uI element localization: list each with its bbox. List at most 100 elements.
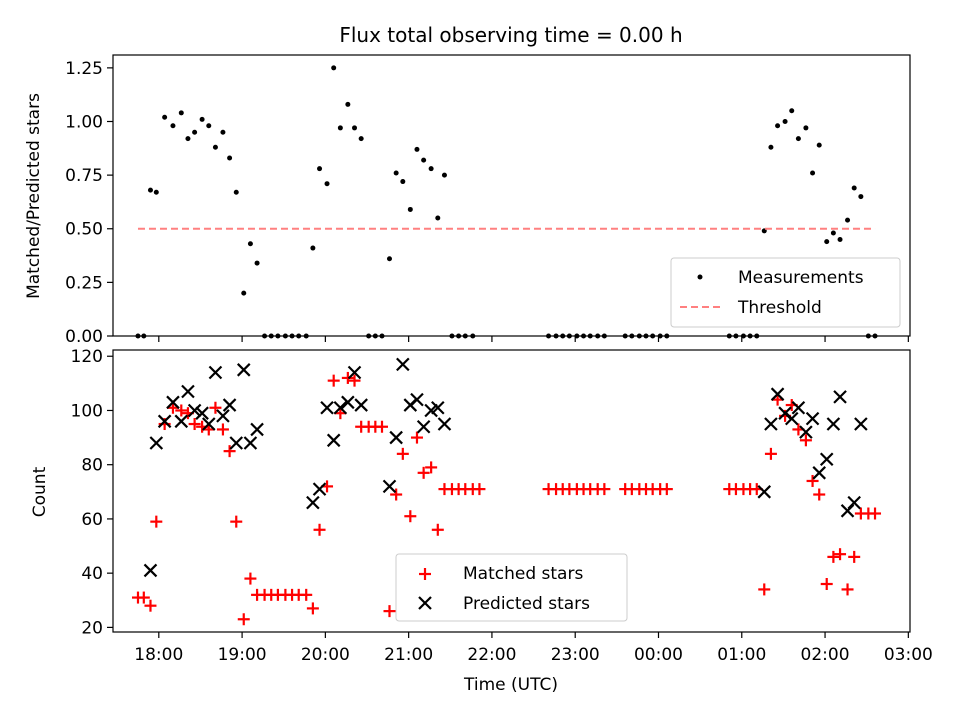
- matched-star-point: [417, 466, 430, 479]
- y-tick-label: 80: [81, 456, 103, 476]
- measurement-point: [768, 144, 774, 150]
- legend-threshold-label: Threshold: [737, 298, 822, 318]
- matched-star-point: [764, 447, 777, 460]
- predicted-star-point: [250, 422, 264, 437]
- matched-star-point: [313, 523, 326, 536]
- measurement-point: [775, 123, 781, 129]
- x-tick-label: 23:00: [551, 645, 600, 665]
- matched-star-point: [425, 461, 438, 474]
- measurement-point: [816, 142, 822, 148]
- predicted-star-point: [805, 411, 820, 426]
- bottom-marks: [131, 357, 882, 626]
- predicted-star-point: [333, 400, 348, 415]
- predicted-star-point: [854, 417, 868, 431]
- predicted-star-point: [410, 392, 424, 407]
- measurement-point: [810, 170, 816, 176]
- matched-star-point: [230, 515, 243, 528]
- measurement-point: [206, 123, 212, 129]
- x-tick-label: 18:00: [134, 645, 183, 665]
- top-x-ticks: [158, 336, 909, 342]
- matched-star-point: [175, 404, 188, 417]
- predicted-star-point: [341, 395, 355, 410]
- predicted-star-point: [236, 363, 251, 377]
- x-tick-label: 20:00: [301, 645, 350, 665]
- measurement-point: [441, 172, 447, 178]
- y-tick-label: 0.50: [65, 220, 103, 240]
- measurement-point: [386, 256, 392, 262]
- matched-star-point: [306, 602, 319, 615]
- top-legend-box: [670, 257, 901, 328]
- matched-star-point: [383, 605, 396, 618]
- matched-star-point: [598, 483, 611, 496]
- star-count-panel: 20 40 60 80 100 120 18:00 19:00 20:00 21:00 22:00…: [30, 347, 933, 695]
- measurement-point: [317, 166, 323, 172]
- top-marks: [135, 65, 878, 339]
- predicted-star-point: [181, 384, 195, 399]
- measurement-point: [147, 187, 153, 193]
- measurement-point: [845, 217, 851, 223]
- predicted-star-point: [847, 495, 861, 510]
- predicted-star-point: [799, 425, 813, 439]
- x-tick-label: 21:00: [384, 645, 433, 665]
- matched-star-point: [223, 445, 236, 458]
- chart-title: Flux total observing time = 0.00 h: [339, 23, 682, 47]
- legend-predicted-marker: [418, 596, 432, 610]
- predicted-star-point: [149, 436, 164, 450]
- matched-star-point: [820, 578, 833, 591]
- x-tick-label: 01:00: [717, 645, 766, 665]
- bottom-y-axis-label: Count: [30, 466, 50, 517]
- predicted-star-point: [229, 436, 244, 450]
- measurement-point: [414, 146, 420, 152]
- predicted-star-point: [764, 417, 778, 431]
- matched-star-point: [660, 483, 673, 496]
- predicted-star-point: [326, 433, 341, 448]
- measurement-point: [352, 125, 358, 131]
- predicted-star-point: [187, 403, 202, 418]
- predicted-star-point: [208, 365, 223, 380]
- x-tick-label: 19:00: [218, 645, 267, 665]
- top-y-ticks: 0.00 0.25 0.50 0.75 1.00 1.25: [65, 59, 113, 347]
- bottom-legend: Matched stars Predicted stars: [395, 553, 628, 622]
- predicted-star-point: [437, 417, 452, 431]
- measurement-point: [428, 166, 434, 172]
- measurement-point: [153, 189, 159, 195]
- measurement-point: [851, 185, 857, 191]
- predicted-star-point: [396, 357, 410, 372]
- predicted-star-point: [354, 398, 368, 412]
- matched-star-point: [144, 599, 157, 612]
- predicted-star-point: [431, 400, 445, 415]
- top-legend: Measurements Threshold: [670, 257, 901, 328]
- measurement-point: [858, 194, 864, 200]
- matched-star-point: [244, 572, 257, 585]
- measurement-point: [241, 290, 247, 296]
- predicted-star-point: [416, 419, 431, 434]
- matched-star-point: [390, 488, 403, 501]
- predicted-star-point: [382, 479, 397, 494]
- measurement-point: [170, 123, 176, 129]
- matched-star-point: [216, 423, 229, 436]
- measurement-point: [421, 157, 427, 163]
- measurement-point: [400, 179, 406, 185]
- predicted-star-point: [166, 395, 180, 410]
- predicted-star-point: [312, 482, 327, 496]
- top-y-axis-label: Matched/Predicted stars: [24, 93, 44, 299]
- matched-star-point: [827, 550, 840, 563]
- bottom-axes-frame: [112, 349, 911, 633]
- y-tick-label: 60: [81, 510, 103, 530]
- x-tick-label: 02:00: [801, 645, 850, 665]
- measurement-point: [782, 118, 788, 124]
- matched-star-point: [869, 507, 882, 520]
- predicted-star-point: [770, 387, 785, 401]
- measurement-point: [247, 241, 253, 247]
- measurement-point: [227, 155, 233, 161]
- legend-measurements-marker: [697, 274, 703, 280]
- measurement-point: [233, 189, 239, 195]
- measurement-point: [331, 65, 337, 71]
- measurement-point: [830, 230, 836, 236]
- matched-star-point: [375, 420, 388, 433]
- matched-star-point: [396, 447, 409, 460]
- measurement-point: [178, 110, 184, 116]
- matched-star-point: [348, 374, 361, 387]
- legend-predicted-label: Predicted stars: [463, 594, 590, 614]
